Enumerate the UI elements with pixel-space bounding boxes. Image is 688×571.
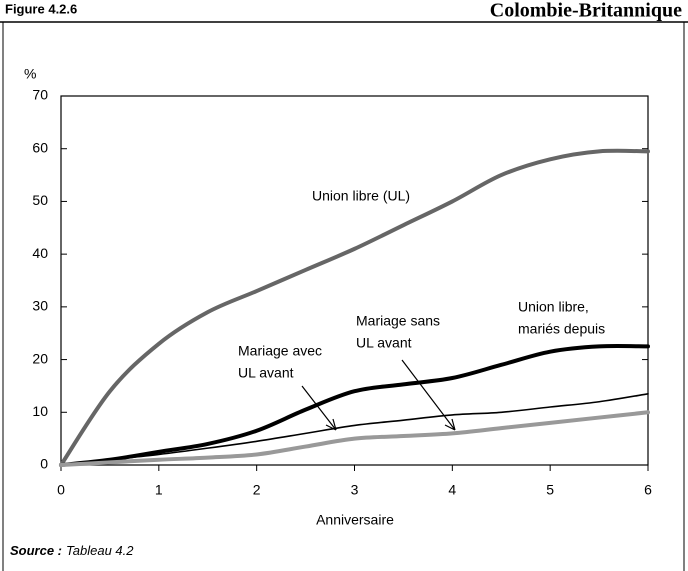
x-tick-label: 1 [155, 482, 163, 498]
x-axis-label: Anniversaire [316, 512, 394, 528]
series-line [59, 344, 650, 467]
arrow [401, 359, 456, 431]
y-tick-label: 20 [32, 350, 48, 366]
x-tick-label: 0 [57, 482, 65, 498]
y-tick-label: 60 [32, 139, 48, 155]
x-tick-label: 5 [546, 482, 554, 498]
series-line [60, 393, 649, 466]
y-tick-label: 10 [32, 403, 48, 419]
source-label: Source : [10, 543, 62, 558]
x-tick-label: 2 [253, 482, 261, 498]
source-text: Tableau 4.2 [66, 543, 134, 558]
figure-number: Figure 4.2.6 [5, 1, 77, 16]
series-line [59, 148, 650, 467]
series-label: Union libre (UL) [312, 188, 410, 204]
y-tick-label: 50 [32, 192, 48, 208]
x-tick-label: 3 [351, 482, 359, 498]
series-label: UL avant [238, 365, 294, 381]
y-tick-label: 0 [40, 456, 48, 472]
plot-frame [60, 95, 649, 466]
series-label: mariés depuis [518, 321, 605, 337]
chart-title: Colombie-Britannique [490, 0, 682, 22]
y-tick-label: 30 [32, 298, 48, 314]
y-tick-label: 70 [32, 87, 48, 103]
series-line [59, 410, 650, 467]
series-label: Mariage sans [356, 313, 440, 329]
y-tick-label: 40 [32, 245, 48, 261]
series-label: Union libre, [518, 299, 589, 315]
arrows [301, 359, 456, 431]
series-label: UL avant [356, 335, 412, 351]
series-label: Mariage avec [238, 343, 322, 359]
x-tick-label: 6 [644, 482, 652, 498]
source: Source : Tableau 4.2 [10, 543, 134, 558]
y-axis-unit: % [24, 66, 36, 82]
x-tick-label: 4 [448, 482, 456, 498]
